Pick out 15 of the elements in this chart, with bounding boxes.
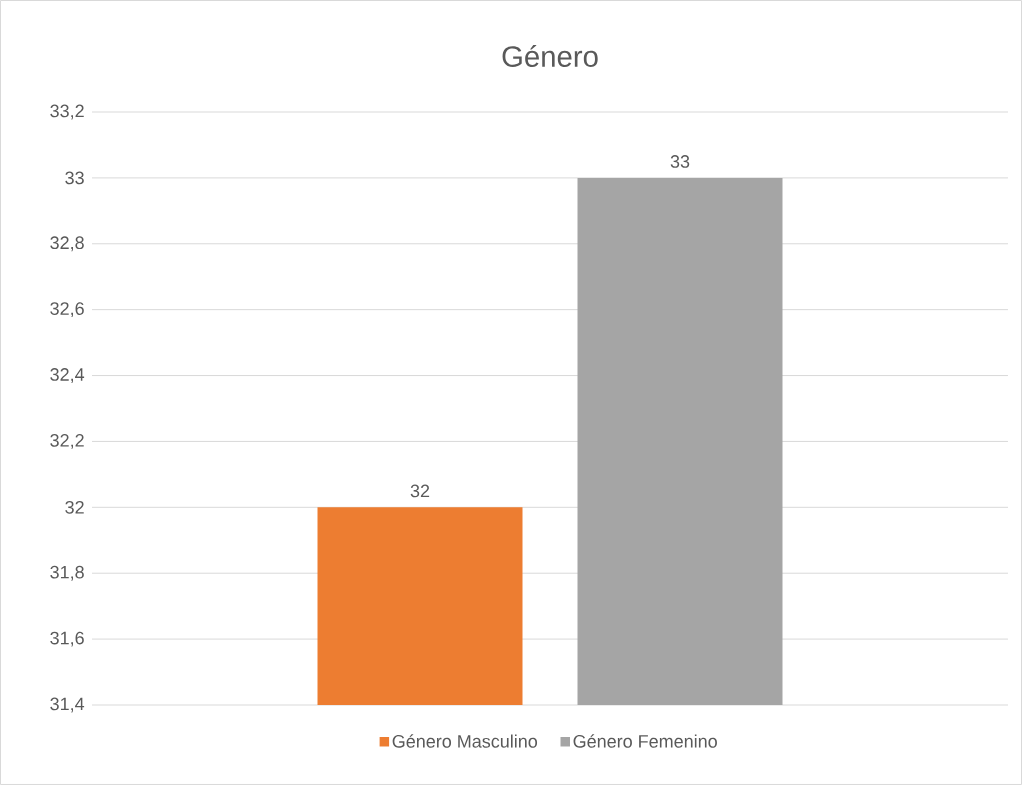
y-tick-label: 33,2 (50, 104, 84, 120)
y-tick-label: 31,4 (50, 697, 85, 713)
y-tick-label: 31,6 (50, 631, 84, 647)
data-label: 33 (670, 155, 690, 168)
y-tick-label: 32,6 (50, 302, 84, 318)
y-tick-label: 32,2 (50, 434, 84, 449)
y-tick-label: 32 (65, 500, 84, 514)
legend-label: Género Femenino (573, 734, 717, 748)
y-tick-label: 31,8 (50, 565, 84, 581)
y-tick-label: 33 (65, 171, 84, 185)
legend-label: Género Masculino (392, 734, 538, 748)
data-label: 32 (410, 484, 430, 498)
chart-title: Género (502, 45, 598, 67)
y-tick-label: 32,8 (50, 236, 84, 252)
y-tick-label: 32,4 (50, 368, 85, 383)
